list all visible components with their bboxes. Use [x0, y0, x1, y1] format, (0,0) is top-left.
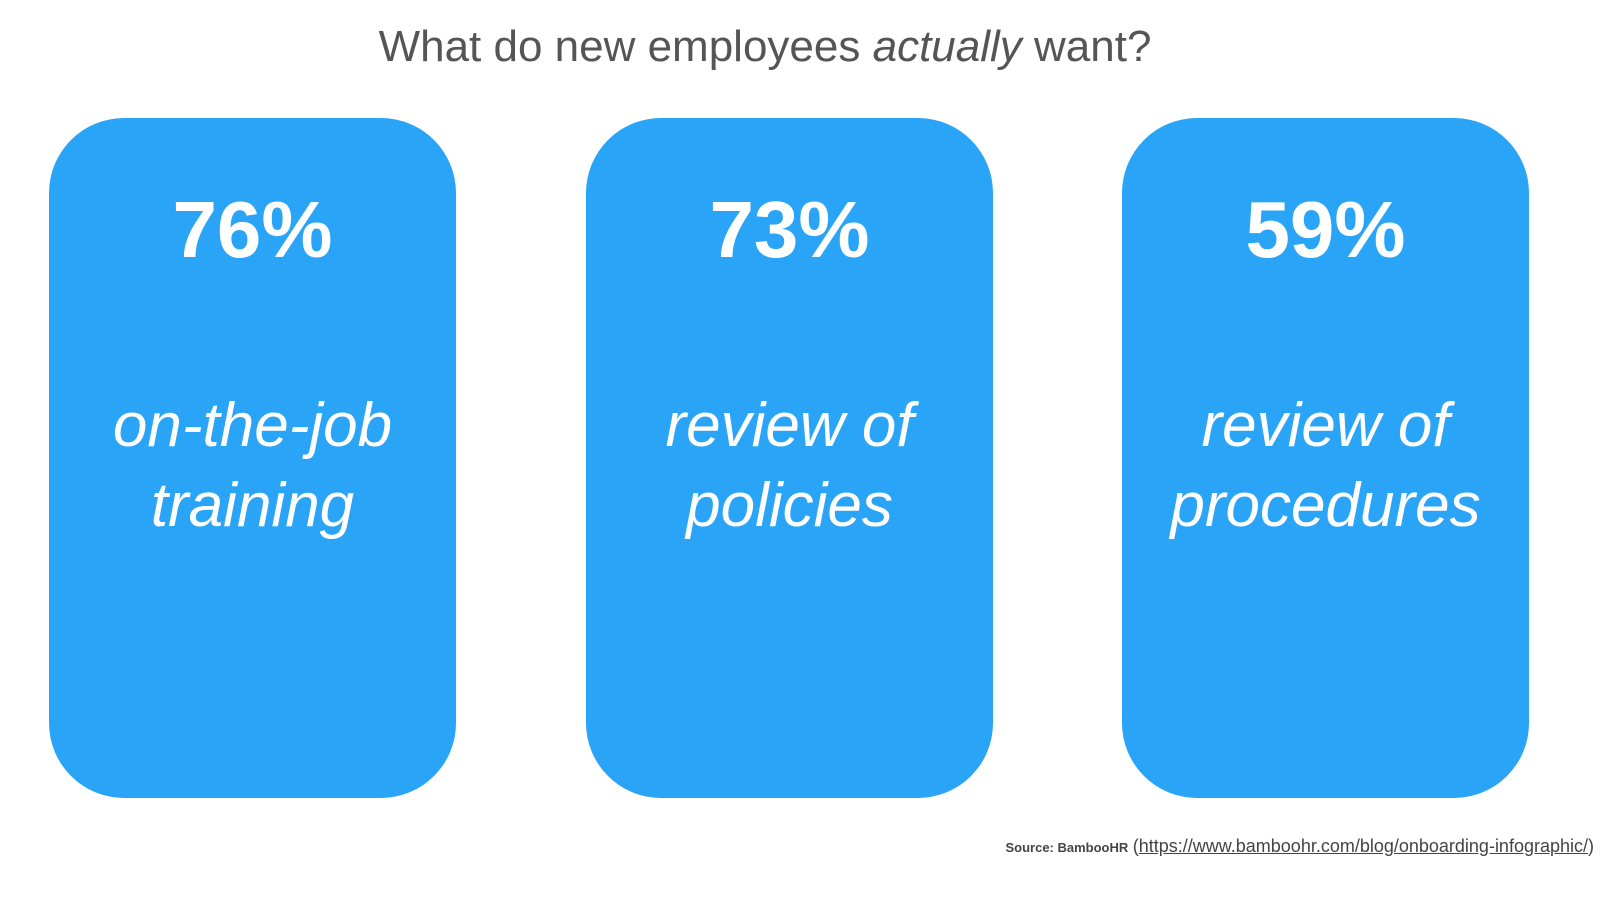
stat-card-review-of-policies: 73% review of policies — [586, 118, 993, 798]
title-text-after: want? — [1021, 22, 1152, 71]
stat-description-line: on-the-job — [112, 391, 393, 460]
title-text-before: What do new employees — [378, 22, 873, 71]
source-close-paren: ) — [1588, 836, 1594, 856]
slide-title: What do new employees actually want? — [0, 22, 1530, 72]
stat-description: review of policies — [586, 386, 993, 546]
stat-description-line: review of — [665, 391, 914, 460]
stat-description: review of procedures — [1122, 386, 1529, 546]
source-link[interactable]: https://www.bamboohr.com/blog/onboarding… — [1138, 836, 1588, 856]
stat-description-line: training — [150, 471, 355, 540]
source-open-paren: ( — [1132, 836, 1139, 856]
stat-percent: 73% — [709, 185, 870, 274]
stat-description-line: policies — [686, 471, 893, 540]
source-citation: Source: BambooHR (https://www.bamboohr.c… — [1005, 836, 1594, 857]
stat-percent: 76% — [172, 185, 333, 274]
stat-percent: 59% — [1245, 185, 1406, 274]
source-label: Source: BambooHR — [1005, 840, 1129, 855]
stat-card-review-of-procedures: 59% review of procedures — [1122, 118, 1529, 798]
stat-card-on-the-job-training: 76% on-the-job training — [49, 118, 456, 798]
title-emphasis: actually — [872, 22, 1022, 71]
stat-description: on-the-job training — [49, 386, 456, 546]
stat-description-line: review of — [1201, 391, 1450, 460]
stat-description-line: procedures — [1170, 471, 1481, 540]
